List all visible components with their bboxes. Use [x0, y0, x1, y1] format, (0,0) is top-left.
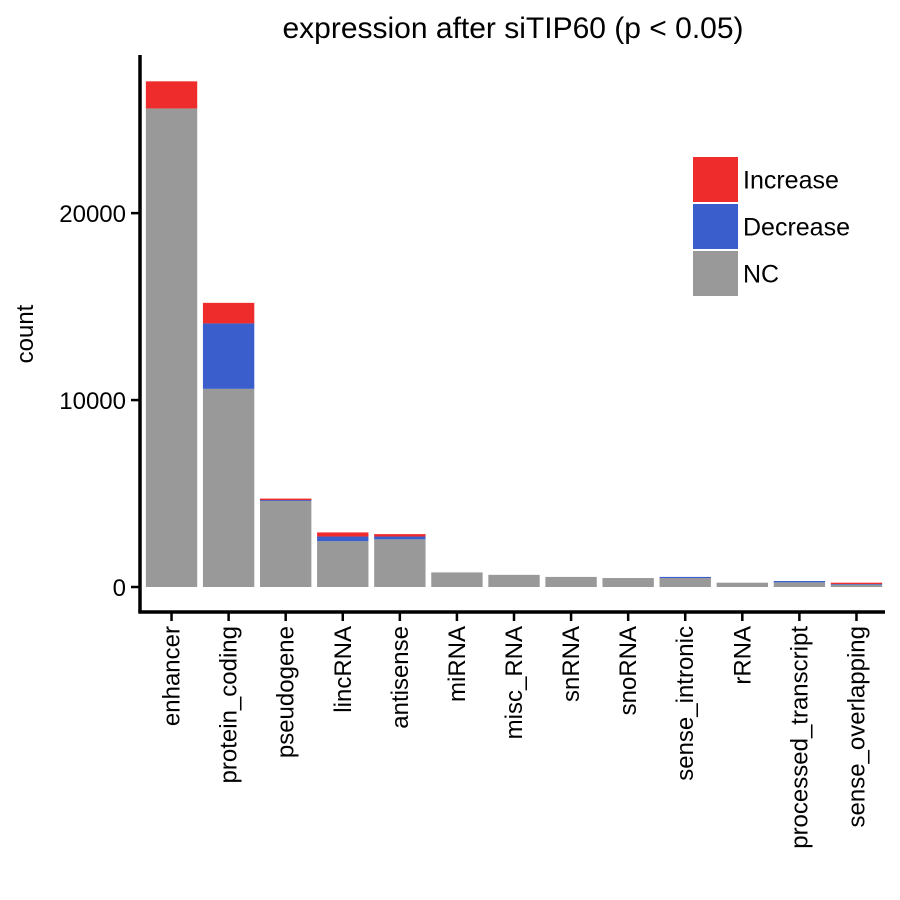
x-tick-label-enhancer: enhancer [159, 626, 186, 726]
x-tick-label-antisense: antisense [387, 626, 414, 729]
bar-segment-snoRNA-nc [602, 578, 654, 587]
bar-segment-antisense-decrease [374, 536, 426, 540]
legend-label-increase: Increase [743, 167, 839, 195]
x-tick-label-sense_overlapping: sense_overlapping [843, 626, 870, 827]
bar-segment-sense_intronic-decrease [659, 576, 711, 579]
y-tick-label-20000: 20000 [59, 201, 126, 228]
bar-segment-antisense-increase [374, 534, 426, 537]
axes-layer: 0 10000 20000 enhancer protein_coding pseudog… [59, 55, 885, 849]
bar-segment-snRNA-nc [545, 576, 597, 587]
bar-segment-miRNA-nc [431, 572, 483, 587]
bar-segment-antisense-nc [374, 539, 426, 587]
bar-segment-enhancer-nc [145, 108, 198, 588]
bar-segment-sense_overlapping-nc [830, 584, 883, 587]
y-tick-label-0: 0 [113, 575, 126, 602]
bar-segment-processed_transcript-nc [773, 582, 826, 587]
legend-label-decrease: Decrease [743, 214, 850, 242]
bar-segment-pseudogene-nc [260, 501, 312, 587]
legend-key-increase [693, 157, 738, 202]
bar-segment-sense_overlapping-decrease [830, 584, 883, 585]
bar-segment-misc_RNA-nc [488, 574, 540, 587]
bar-segment-processed_transcript-decrease [773, 581, 826, 583]
legend-label-nc: NC [743, 261, 779, 289]
legend-key-nc [693, 251, 738, 296]
bars-layer [145, 81, 883, 588]
legend-key-decrease [693, 204, 738, 249]
x-tick-label-misc_RNA: misc_RNA [501, 626, 528, 739]
x-tick-label-snRNA: snRNA [558, 626, 585, 702]
x-tick-label-pseudogene: pseudogene [273, 626, 300, 758]
bar-segment-pseudogene-decrease [260, 500, 312, 501]
x-tick-label-protein_coding: protein_coding [216, 626, 243, 783]
y-axis-label: count [12, 304, 39, 363]
bar-segment-sense_overlapping-increase [830, 582, 883, 585]
x-tick-label-snoRNA: snoRNA [615, 626, 642, 715]
x-tick-label-rRNA: rRNA [729, 626, 756, 685]
chart-title: expression after siTIP60 (p < 0.05) [282, 12, 743, 45]
bar-segment-sense_intronic-nc [659, 578, 711, 587]
x-tick-label-sense_intronic: sense_intronic [672, 626, 699, 781]
bar-segment-protein_coding-increase [202, 302, 255, 324]
y-tick-label-10000: 10000 [59, 388, 126, 415]
x-tick-label-miRNA: miRNA [444, 626, 471, 702]
x-tick-label-processed_transcript: processed_transcript [786, 626, 813, 849]
bar-segment-protein_coding-nc [202, 388, 255, 587]
x-tick-label-lincRNA: lincRNA [330, 626, 357, 713]
legend: Increase Decrease NC [693, 157, 850, 296]
bar-segment-protein_coding-decrease [202, 323, 255, 389]
bar-segment-lincRNA-decrease [317, 536, 369, 542]
bar-segment-enhancer-increase [145, 81, 198, 109]
bar-segment-rRNA-nc [716, 582, 768, 587]
bar-segment-lincRNA-increase [317, 532, 369, 537]
bar-segment-lincRNA-nc [317, 541, 369, 587]
bar-segment-pseudogene-increase [260, 498, 312, 501]
